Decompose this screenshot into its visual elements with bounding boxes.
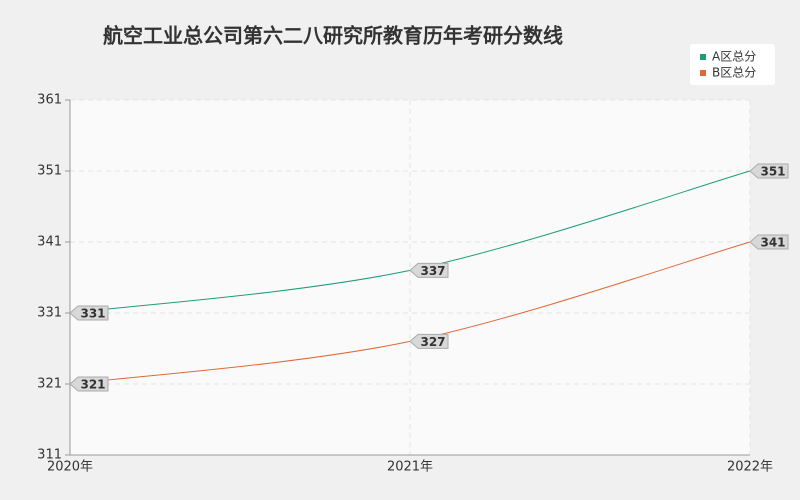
legend-label: A区总分: [712, 50, 756, 64]
data-label: 321: [80, 378, 105, 392]
data-label: 351: [760, 165, 785, 179]
y-tick-label: 311: [37, 448, 62, 463]
data-label: 327: [420, 335, 445, 349]
y-tick-label: 351: [37, 164, 62, 179]
label-tag: [69, 305, 109, 321]
legend-box: [690, 44, 775, 85]
x-tick-label: 2020年: [47, 460, 93, 475]
chart-title: 航空工业总公司第六二八研究所教育历年考研分数线: [103, 24, 563, 48]
label-tag: [409, 333, 449, 349]
legend-label: B区总分: [712, 66, 756, 80]
y-tick-label: 331: [37, 306, 62, 321]
y-tick-label: 341: [37, 235, 62, 250]
y-tick-label: 321: [37, 377, 62, 392]
data-label: 331: [80, 307, 105, 321]
legend-swatch: [700, 70, 706, 76]
x-tick-label: 2021年: [387, 460, 433, 475]
data-label: 337: [420, 264, 445, 278]
label-tag: [409, 262, 449, 278]
data-label: 341: [760, 236, 785, 250]
label-tag: [749, 163, 789, 179]
x-tick-label: 2022年: [727, 460, 773, 475]
label-tag: [69, 376, 109, 392]
y-tick-label: 361: [37, 93, 62, 108]
legend-swatch: [700, 54, 706, 60]
label-tag: [749, 234, 789, 250]
